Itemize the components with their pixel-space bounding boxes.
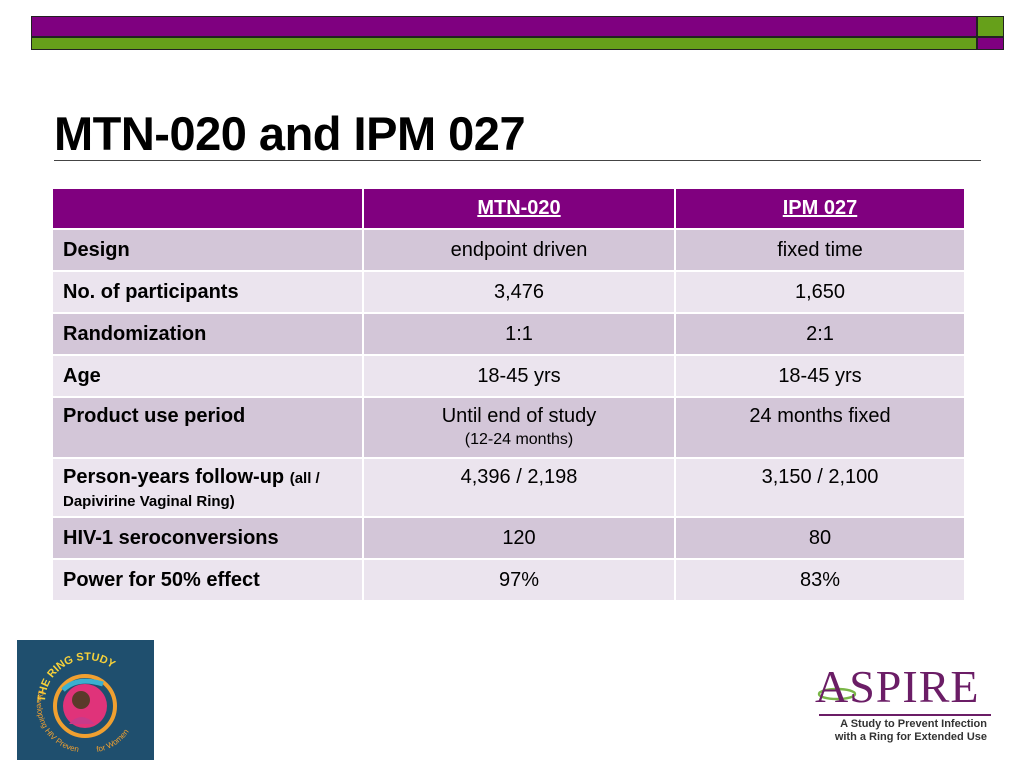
ipm027-value: 18-45 yrs <box>674 354 966 398</box>
row-label: Power for 50% effect <box>51 558 364 602</box>
mtn020-value: 18-45 yrs <box>362 354 676 398</box>
comparison-table: MTN-020 IPM 027 Design endpoint driven f… <box>51 187 966 602</box>
aspire-swoosh-icon <box>817 687 857 701</box>
aspire-tagline-line1: A Study to Prevent Infection <box>840 718 987 730</box>
aspire-wordmark: ASPIRE <box>815 661 980 712</box>
table-row: HIV-1 seroconversions 120 80 <box>51 516 966 560</box>
ipm027-value: 2:1 <box>674 312 966 356</box>
ipm027-value: fixed time <box>674 228 966 272</box>
table-row: Randomization 1:1 2:1 <box>51 312 966 356</box>
aspire-divider <box>819 714 991 716</box>
aspire-tagline: A Study to Prevent Infection with a Ring… <box>807 718 987 744</box>
table-row: No. of participants 3,476 1,650 <box>51 270 966 314</box>
ipm027-value: 83% <box>674 558 966 602</box>
row-label-main: Person-years follow-up <box>63 466 285 488</box>
mtn020-value-sub: (12-24 months) <box>464 431 574 448</box>
table-row: Power for 50% effect 97% 83% <box>51 558 966 602</box>
table-row: Person-years follow-up (all / Dapivirine… <box>51 457 966 518</box>
row-label: HIV-1 seroconversions <box>51 516 364 560</box>
header-cell-empty <box>51 187 364 230</box>
mtn020-value: 4,396 / 2,198 <box>362 457 676 518</box>
ring-study-logo: THE RING STUDY Developing HIV Prevention… <box>15 633 154 760</box>
row-label: Product use period <box>51 396 364 459</box>
ipm027-value: 1,650 <box>674 270 966 314</box>
mtn020-value: 120 <box>362 516 676 560</box>
top-purple-bar <box>31 16 977 37</box>
table-row: Age 18-45 yrs 18-45 yrs <box>51 354 966 398</box>
row-label-note: (all / Dapivirine Vaginal Ring) <box>63 470 320 510</box>
mtn020-value: 1:1 <box>362 312 676 356</box>
top-green-bar <box>31 37 977 50</box>
aspire-tagline-line2: with a Ring for Extended Use <box>834 731 987 743</box>
mtn020-value: Until end of study (12-24 months) <box>362 396 676 459</box>
corner-purple-square <box>977 37 1004 50</box>
header-mtn020: MTN-020 <box>477 197 561 219</box>
ipm027-value: 3,150 / 2,100 <box>674 457 966 518</box>
row-label: Randomization <box>51 312 364 356</box>
mtn020-value-main: Until end of study <box>441 405 597 427</box>
table-row: Product use period Until end of study (1… <box>51 396 966 459</box>
row-label: Age <box>51 354 364 398</box>
aspire-logo: ASPIRE A Study to Prevent Infection with… <box>815 662 995 746</box>
header-ipm027: IPM 027 <box>782 197 858 219</box>
ipm027-value: 24 months fixed <box>674 396 966 459</box>
mtn020-value: 97% <box>362 558 676 602</box>
header-cell-ipm027: IPM 027 <box>674 187 966 230</box>
mtn020-value: endpoint driven <box>362 228 676 272</box>
slide-title: MTN-020 and IPM 027 <box>54 107 526 160</box>
row-label: Design <box>51 228 364 272</box>
title-underline <box>54 160 981 161</box>
header-cell-mtn020: MTN-020 <box>362 187 676 230</box>
ipm027-value: 80 <box>674 516 966 560</box>
corner-green-square <box>977 16 1004 37</box>
table-header-row: MTN-020 IPM 027 <box>51 187 966 230</box>
row-label: Person-years follow-up (all / Dapivirine… <box>51 457 364 518</box>
ring-study-logo-art: THE RING STUDY Developing HIV Prevention… <box>15 633 154 760</box>
mtn020-value: 3,476 <box>362 270 676 314</box>
row-label: No. of participants <box>51 270 364 314</box>
table-row: Design endpoint driven fixed time <box>51 228 966 272</box>
